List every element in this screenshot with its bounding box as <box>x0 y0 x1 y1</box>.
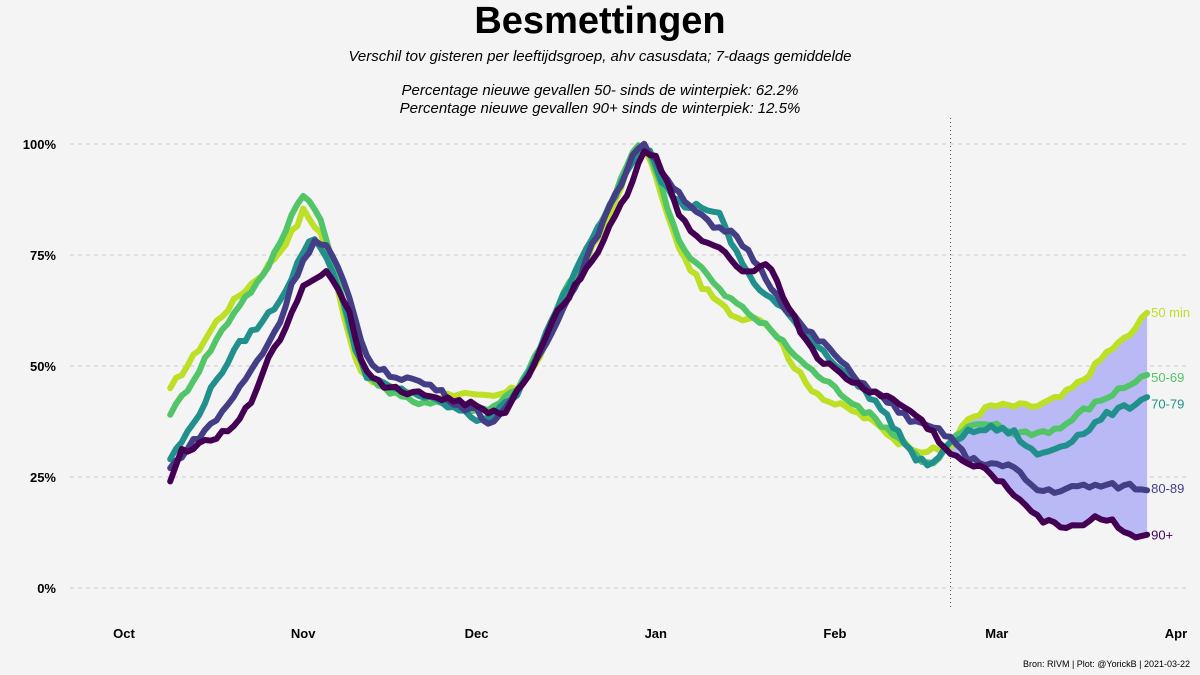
series-line-90- <box>167 148 1151 541</box>
y-tick-label: 0% <box>37 581 56 596</box>
x-tick-label: Dec <box>465 626 489 641</box>
x-tick-label: Apr <box>1165 626 1187 641</box>
series-end-label: 90+ <box>1151 528 1173 543</box>
x-tick-label: Mar <box>985 626 1008 641</box>
chart-note-90plus: Percentage nieuwe gevallen 90+ sinds de … <box>399 100 801 117</box>
series-end-label: 70-79 <box>1151 397 1184 412</box>
y-tick-label: 100% <box>23 137 57 152</box>
chart-note-50min: Percentage nieuwe gevallen 50- sinds de … <box>401 82 799 99</box>
source-credit: Bron: RIVM | Plot: @YorickB | 2021-03-22 <box>1022 659 1190 669</box>
chart-subtitle: Verschil tov gisteren per leeftijdsgroep… <box>348 48 852 65</box>
series-line-50-min <box>167 146 1151 456</box>
series-end-label: 80-89 <box>1151 481 1184 496</box>
axis-layer: 0% 25% 50% 75% 100% Oct Nov Dec Jan Feb Mar Apr <box>23 137 1187 641</box>
series-end-label: 50 min <box>1151 305 1190 320</box>
x-tick-label: Jan <box>645 626 667 641</box>
series-layer <box>167 140 1151 541</box>
y-tick-label: 25% <box>30 470 56 485</box>
series-line-70-79 <box>167 146 1151 469</box>
label-layer: 50 min 50-69 70-79 80-89 90+ <box>1151 305 1190 543</box>
chart-title: Besmettingen <box>474 0 726 42</box>
x-tick-label: Feb <box>823 626 846 641</box>
series-end-label: 50-69 <box>1151 370 1184 385</box>
x-tick-label: Oct <box>113 626 135 641</box>
x-tick-label: Nov <box>291 626 316 641</box>
y-tick-label: 50% <box>30 359 56 374</box>
y-tick-label: 75% <box>30 248 56 263</box>
